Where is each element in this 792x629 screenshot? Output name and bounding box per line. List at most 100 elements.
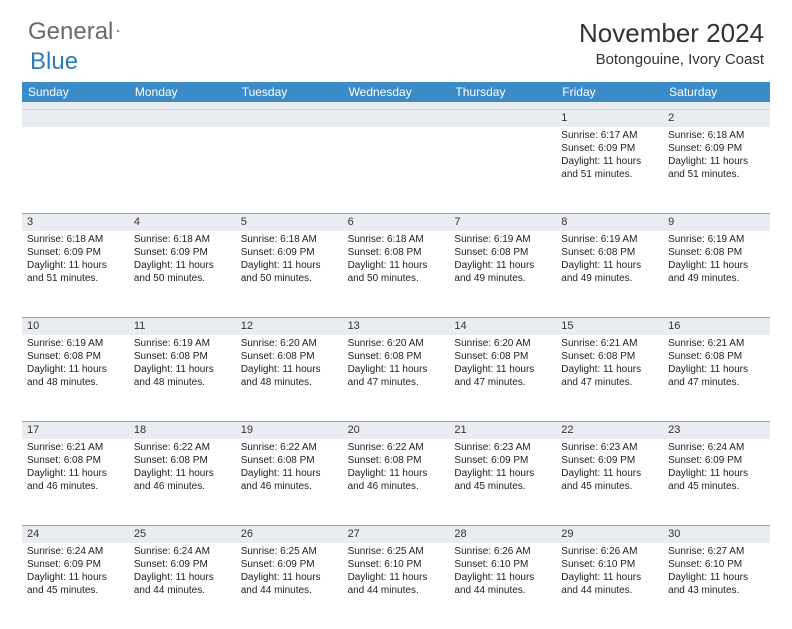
day-cell: Sunrise: 6:19 AMSunset: 6:08 PMDaylight:… bbox=[556, 231, 663, 317]
daylight-line: Daylight: 11 hours and 46 minutes. bbox=[241, 467, 338, 493]
day-number: 12 bbox=[236, 318, 343, 335]
week-row: Sunrise: 6:17 AMSunset: 6:09 PMDaylight:… bbox=[22, 127, 770, 213]
week-row: Sunrise: 6:18 AMSunset: 6:09 PMDaylight:… bbox=[22, 231, 770, 317]
sunrise-line: Sunrise: 6:18 AM bbox=[134, 233, 231, 246]
day-number: 24 bbox=[22, 526, 129, 543]
weekday-header-row: SundayMondayTuesdayWednesdayThursdayFrid… bbox=[22, 82, 770, 102]
weeks-container: 12 Sunrise: 6:17 AMSunset: 6:09 PMDayligh… bbox=[22, 110, 770, 629]
day-number bbox=[343, 110, 450, 127]
day-number: 22 bbox=[556, 422, 663, 439]
weekday-cell: Monday bbox=[129, 82, 236, 102]
day-number: 13 bbox=[343, 318, 450, 335]
sunset-line: Sunset: 6:09 PM bbox=[454, 454, 551, 467]
sunset-line: Sunset: 6:10 PM bbox=[348, 558, 445, 571]
sunrise-line: Sunrise: 6:21 AM bbox=[27, 441, 124, 454]
day-cell: Sunrise: 6:20 AMSunset: 6:08 PMDaylight:… bbox=[343, 335, 450, 421]
day-number: 1 bbox=[556, 110, 663, 127]
day-number-row: 24252627282930 bbox=[22, 525, 770, 543]
day-cell: Sunrise: 6:17 AMSunset: 6:09 PMDaylight:… bbox=[556, 127, 663, 213]
daylight-line: Daylight: 11 hours and 48 minutes. bbox=[241, 363, 338, 389]
day-cell: Sunrise: 6:22 AMSunset: 6:08 PMDaylight:… bbox=[236, 439, 343, 525]
day-cell: Sunrise: 6:21 AMSunset: 6:08 PMDaylight:… bbox=[22, 439, 129, 525]
sunset-line: Sunset: 6:09 PM bbox=[134, 558, 231, 571]
sunset-line: Sunset: 6:08 PM bbox=[668, 246, 765, 259]
location: Botongouine, Ivory Coast bbox=[579, 51, 764, 68]
sunset-line: Sunset: 6:10 PM bbox=[454, 558, 551, 571]
day-cell bbox=[343, 127, 450, 213]
daylight-line: Daylight: 11 hours and 44 minutes. bbox=[348, 571, 445, 597]
day-cell: Sunrise: 6:18 AMSunset: 6:09 PMDaylight:… bbox=[663, 127, 770, 213]
day-number: 15 bbox=[556, 318, 663, 335]
daylight-line: Daylight: 11 hours and 44 minutes. bbox=[134, 571, 231, 597]
sunset-line: Sunset: 6:08 PM bbox=[241, 454, 338, 467]
day-cell: Sunrise: 6:21 AMSunset: 6:08 PMDaylight:… bbox=[663, 335, 770, 421]
day-cell: Sunrise: 6:26 AMSunset: 6:10 PMDaylight:… bbox=[556, 543, 663, 629]
sunset-line: Sunset: 6:09 PM bbox=[241, 246, 338, 259]
sunset-line: Sunset: 6:08 PM bbox=[561, 350, 658, 363]
sunrise-line: Sunrise: 6:18 AM bbox=[241, 233, 338, 246]
daylight-line: Daylight: 11 hours and 45 minutes. bbox=[668, 467, 765, 493]
day-number: 5 bbox=[236, 214, 343, 231]
day-number bbox=[22, 110, 129, 127]
daylight-line: Daylight: 11 hours and 46 minutes. bbox=[27, 467, 124, 493]
sunrise-line: Sunrise: 6:20 AM bbox=[241, 337, 338, 350]
day-number: 8 bbox=[556, 214, 663, 231]
sunrise-line: Sunrise: 6:20 AM bbox=[348, 337, 445, 350]
daylight-line: Daylight: 11 hours and 45 minutes. bbox=[27, 571, 124, 597]
day-number: 23 bbox=[663, 422, 770, 439]
weekday-cell: Sunday bbox=[22, 82, 129, 102]
day-number: 27 bbox=[343, 526, 450, 543]
day-number: 25 bbox=[129, 526, 236, 543]
day-number bbox=[449, 110, 556, 127]
daylight-line: Daylight: 11 hours and 47 minutes. bbox=[561, 363, 658, 389]
logo-triangle-icon bbox=[117, 22, 120, 40]
day-number: 3 bbox=[22, 214, 129, 231]
logo-text-blue: Blue bbox=[30, 48, 78, 75]
sunset-line: Sunset: 6:08 PM bbox=[668, 350, 765, 363]
sunrise-line: Sunrise: 6:22 AM bbox=[241, 441, 338, 454]
day-number: 7 bbox=[449, 214, 556, 231]
sunset-line: Sunset: 6:09 PM bbox=[241, 558, 338, 571]
day-cell: Sunrise: 6:20 AMSunset: 6:08 PMDaylight:… bbox=[236, 335, 343, 421]
day-cell: Sunrise: 6:21 AMSunset: 6:08 PMDaylight:… bbox=[556, 335, 663, 421]
daylight-line: Daylight: 11 hours and 44 minutes. bbox=[241, 571, 338, 597]
day-cell: Sunrise: 6:27 AMSunset: 6:10 PMDaylight:… bbox=[663, 543, 770, 629]
sunset-line: Sunset: 6:09 PM bbox=[561, 142, 658, 155]
daylight-line: Daylight: 11 hours and 47 minutes. bbox=[348, 363, 445, 389]
sunrise-line: Sunrise: 6:23 AM bbox=[561, 441, 658, 454]
day-cell bbox=[22, 127, 129, 213]
day-cell: Sunrise: 6:19 AMSunset: 6:08 PMDaylight:… bbox=[22, 335, 129, 421]
day-cell: Sunrise: 6:20 AMSunset: 6:08 PMDaylight:… bbox=[449, 335, 556, 421]
sunrise-line: Sunrise: 6:18 AM bbox=[348, 233, 445, 246]
sunrise-line: Sunrise: 6:20 AM bbox=[454, 337, 551, 350]
sunrise-line: Sunrise: 6:19 AM bbox=[27, 337, 124, 350]
sunrise-line: Sunrise: 6:27 AM bbox=[668, 545, 765, 558]
day-cell: Sunrise: 6:26 AMSunset: 6:10 PMDaylight:… bbox=[449, 543, 556, 629]
day-cell: Sunrise: 6:23 AMSunset: 6:09 PMDaylight:… bbox=[449, 439, 556, 525]
sunrise-line: Sunrise: 6:21 AM bbox=[668, 337, 765, 350]
sunset-line: Sunset: 6:08 PM bbox=[561, 246, 658, 259]
sunset-line: Sunset: 6:08 PM bbox=[134, 350, 231, 363]
day-number bbox=[236, 110, 343, 127]
weekday-cell: Friday bbox=[556, 82, 663, 102]
weekday-cell: Tuesday bbox=[236, 82, 343, 102]
sunset-line: Sunset: 6:09 PM bbox=[27, 246, 124, 259]
sunset-line: Sunset: 6:09 PM bbox=[27, 558, 124, 571]
daylight-line: Daylight: 11 hours and 44 minutes. bbox=[454, 571, 551, 597]
logo: General bbox=[28, 18, 137, 46]
logo-text-general: General bbox=[28, 18, 113, 46]
sunset-line: Sunset: 6:08 PM bbox=[27, 350, 124, 363]
daylight-line: Daylight: 11 hours and 50 minutes. bbox=[134, 259, 231, 285]
day-number: 4 bbox=[129, 214, 236, 231]
day-cell: Sunrise: 6:18 AMSunset: 6:09 PMDaylight:… bbox=[129, 231, 236, 317]
daylight-line: Daylight: 11 hours and 50 minutes. bbox=[348, 259, 445, 285]
calendar: SundayMondayTuesdayWednesdayThursdayFrid… bbox=[22, 82, 770, 629]
logo-blue-text-wrap: Blue bbox=[28, 48, 78, 76]
sunrise-line: Sunrise: 6:24 AM bbox=[134, 545, 231, 558]
daylight-line: Daylight: 11 hours and 45 minutes. bbox=[454, 467, 551, 493]
day-cell: Sunrise: 6:22 AMSunset: 6:08 PMDaylight:… bbox=[343, 439, 450, 525]
day-cell: Sunrise: 6:18 AMSunset: 6:08 PMDaylight:… bbox=[343, 231, 450, 317]
sunset-line: Sunset: 6:08 PM bbox=[348, 350, 445, 363]
sunrise-line: Sunrise: 6:24 AM bbox=[27, 545, 124, 558]
day-number bbox=[129, 110, 236, 127]
